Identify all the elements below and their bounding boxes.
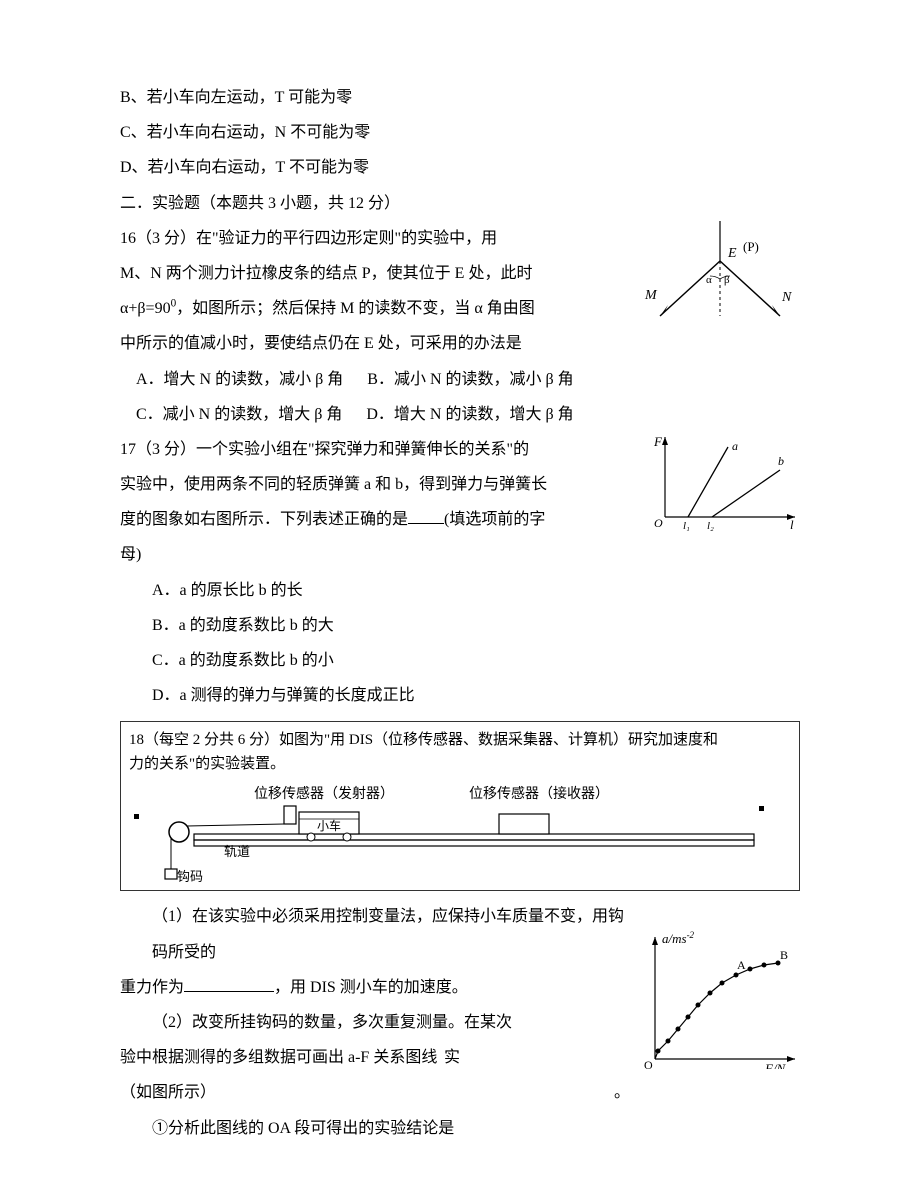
section-heading: 二．实验题（本题共 3 小题，共 12 分） (120, 186, 800, 221)
q18-emitter-label: 位移传感器（发射器） (254, 785, 394, 802)
q18-apparatus-svg: 位移传感器（发射器） 位移传感器（接收器） 小车 轨道 钩码 (129, 784, 769, 884)
q17-line2: 实验中，使用两条不同的轻质弹簧 a 和 b，得到弹力与弹簧长 (120, 467, 800, 502)
q17-l3-a: 度的图象如右图所示．下列表述正确的是 (120, 511, 408, 528)
q18-p3: ①分析此图线的 OA 段可得出的实验结论是 (120, 1111, 800, 1146)
q18-p2-a: （2）改变所挂钩码的数量，多次重复测量。在某次 (152, 1014, 512, 1031)
q16-l3-c: ，如图所示；然后保持 M 的读数不变，当 α 角由图 (176, 300, 535, 317)
q18-p1-line2: 重力作为 ，用 DIS 测小车的加速度。 (120, 970, 800, 1005)
q18-weight-label: 钩码 (177, 869, 203, 884)
q18-p2-line1: （2）改变所挂钩码的数量，多次重复测量。在某次 实 (120, 1005, 800, 1040)
q17-line4: 母) (120, 537, 800, 572)
q18-p1-b: 重力作为 (120, 979, 184, 996)
q17-line1: 17（3 分）一个实验小组在"探究弹力和弹簧伸长的关系"的 (120, 432, 800, 467)
option-d: D、若小车向右运动，T 不可能为零 (120, 150, 800, 185)
q16-line3: α+β=900，如图所示；然后保持 M 的读数不变，当 α 角由图 (120, 291, 800, 326)
q17-blank[interactable] (408, 508, 444, 524)
q16-line4: 中所示的值减小时，要使结点仍在 E 处，可采用的办法是 (120, 326, 800, 361)
q18-car-label: 小车 (317, 818, 341, 833)
option-c: C、若小车向右运动，N 不可能为零 (120, 115, 800, 150)
q16-container: E (P) M N α β 16（3 分）在"验证力的平行四边形定则"的实验中，… (120, 221, 800, 362)
q16-opt-d: D．增大 N 的读数，增大 β 角 (366, 406, 573, 423)
q18-sub-container: a/ms-2 F/N O A B （1）在该实验中必须采用控制变量法，应保持小车… (120, 899, 800, 1145)
option-b: B、若小车向左运动，T 可能为零 (120, 80, 800, 115)
q16-l3-a: α+β=90 (120, 300, 171, 317)
q17-opt-c: C．a 的劲度系数比 b 的小 (120, 643, 800, 678)
q18-receiver-label: 位移传感器（接收器） (469, 785, 609, 802)
q16-line2: M、N 两个测力计拉橡皮条的结点 P，使其位于 E 处，此时 (120, 256, 800, 291)
q16-options-row1: A．增大 N 的读数，减小 β 角 B．减小 N 的读数，减小 β 角 (120, 362, 800, 397)
q18-p2-d: 。 (614, 1075, 630, 1110)
q16-line1: 16（3 分）在"验证力的平行四边形定则"的实验中，用 (120, 221, 800, 256)
q16-opt-a: A．增大 N 的读数，减小 β 角 (136, 371, 343, 388)
q18-p1-line1: （1）在该实验中必须采用控制变量法，应保持小车质量不变，用钩码所受的 (120, 899, 800, 969)
q17-line3: 度的图象如右图所示．下列表述正确的是 (填选项前的字 (120, 502, 800, 537)
q18-p2-line2: 验中根据测得的多组数据可画出 a-F 关系图线（如图所示） 。 (120, 1040, 800, 1110)
q18-p1-blank[interactable] (184, 976, 274, 992)
q18-p2-c: 验中根据测得的多组数据可画出 a-F 关系图线（如图所示） (120, 1049, 437, 1101)
q18-p1-c: ，用 DIS 测小车的加速度。 (274, 979, 468, 996)
q17-container: F l O l₁ l₂ a b 17（3 分）一个实验小组在"探究弹力和弹簧伸长… (120, 432, 800, 573)
q17-opt-b: B．a 的劲度系数比 b 的大 (120, 608, 800, 643)
q18-text2: 力的关系"的实验装置。 (129, 752, 791, 776)
q18-block: 18（每空 2 分共 6 分）如图为"用 DIS（位移传感器、数据采集器、计算机… (120, 721, 800, 891)
q18-text1: 18（每空 2 分共 6 分）如图为"用 DIS（位移传感器、数据采集器、计算机… (129, 728, 791, 752)
q18-track-label: 轨道 (224, 844, 250, 859)
q16-opt-b: B．减小 N 的读数，减小 β 角 (367, 371, 573, 388)
q18-apparatus: 位移传感器（发射器） 位移传感器（接收器） 小车 轨道 钩码 (129, 784, 791, 884)
q16-options-row2: C．减小 N 的读数，增大 β 角 D．增大 N 的读数，增大 β 角 (120, 397, 800, 432)
q16-opt-c: C．减小 N 的读数，增大 β 角 (136, 406, 342, 423)
q17-l3-b: (填选项前的字 (444, 511, 545, 528)
q17-opt-d: D．a 测得的弹力与弹簧的长度成正比 (120, 678, 800, 713)
q17-opt-a: A．a 的原长比 b 的长 (120, 573, 800, 608)
